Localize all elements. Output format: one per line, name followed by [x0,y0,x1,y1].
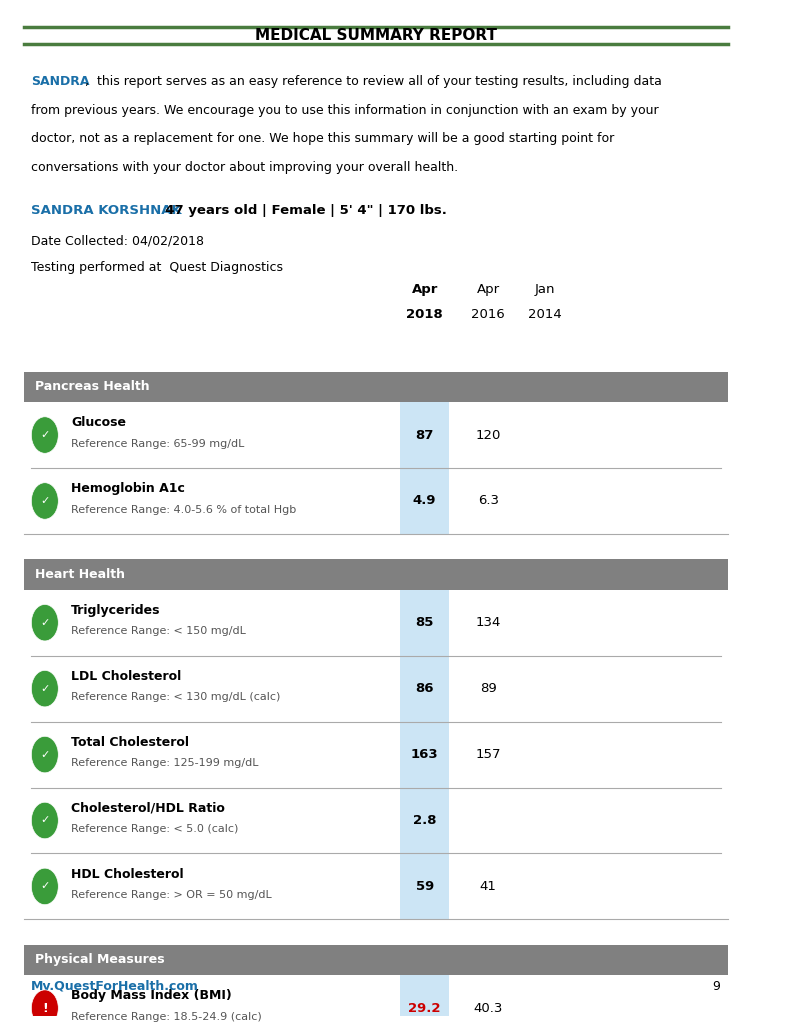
Circle shape [32,802,59,839]
Text: SANDRA KORSHNAK: SANDRA KORSHNAK [32,204,182,217]
Circle shape [32,417,59,454]
Text: 134: 134 [475,616,501,629]
Text: from previous years. We encourage you to use this information in conjunction wit: from previous years. We encourage you to… [32,103,659,117]
FancyBboxPatch shape [400,402,449,468]
Text: Reference Range: 4.0-5.6 % of total Hgb: Reference Range: 4.0-5.6 % of total Hgb [71,505,297,514]
Text: 59: 59 [415,880,433,893]
Text: ✓: ✓ [40,750,50,760]
Text: Apr: Apr [411,283,438,296]
Text: HDL Cholesterol: HDL Cholesterol [71,867,184,881]
Text: doctor, not as a replacement for one. We hope this summary will be a good starti: doctor, not as a replacement for one. We… [32,132,615,145]
Text: ✓: ✓ [40,617,50,628]
Text: ✓: ✓ [40,882,50,892]
Text: 157: 157 [475,749,501,761]
Text: Triglycerides: Triglycerides [71,604,161,616]
Text: 85: 85 [415,616,433,629]
Text: Reference Range: 18.5-24.9 (calc): Reference Range: 18.5-24.9 (calc) [71,1012,262,1022]
FancyBboxPatch shape [400,590,449,655]
Circle shape [32,736,59,773]
FancyBboxPatch shape [400,722,449,787]
Text: 47 years old | Female | 5' 4" | 170 lbs.: 47 years old | Female | 5' 4" | 170 lbs. [156,204,447,217]
Text: ✓: ✓ [40,496,50,506]
Text: My.QuestForHealth.com: My.QuestForHealth.com [32,980,199,993]
Text: ,  this report serves as an easy reference to review all of your testing results: , this report serves as an easy referenc… [85,76,662,88]
Text: 86: 86 [415,682,434,695]
Text: 40.3: 40.3 [474,1001,503,1015]
Text: 163: 163 [411,749,438,761]
Text: Jan: Jan [534,283,554,296]
Text: Reference Range: 125-199 mg/dL: Reference Range: 125-199 mg/dL [71,758,259,768]
Text: !: ! [42,1001,47,1015]
FancyBboxPatch shape [400,787,449,853]
Text: ✓: ✓ [40,430,50,440]
Text: Total Cholesterol: Total Cholesterol [71,736,189,749]
Text: Hemoglobin A1c: Hemoglobin A1c [71,482,185,496]
Text: Cholesterol/HDL Ratio: Cholesterol/HDL Ratio [71,802,225,815]
Text: Reference Range: < 130 mg/dL (calc): Reference Range: < 130 mg/dL (calc) [71,692,281,702]
Text: 2014: 2014 [528,308,562,321]
Text: 2016: 2016 [471,308,505,321]
FancyBboxPatch shape [24,372,728,402]
Text: Body Mass Index (BMI): Body Mass Index (BMI) [71,989,232,1002]
Text: 9: 9 [713,980,721,993]
Text: 2018: 2018 [407,308,443,321]
FancyBboxPatch shape [24,559,728,590]
Text: 29.2: 29.2 [408,1001,441,1015]
Circle shape [32,604,59,641]
Text: 4.9: 4.9 [413,495,437,508]
Text: 6.3: 6.3 [478,495,499,508]
Text: 2.8: 2.8 [413,814,437,827]
Text: Reference Range: < 150 mg/dL: Reference Range: < 150 mg/dL [71,627,246,636]
Circle shape [32,990,59,1024]
FancyBboxPatch shape [400,468,449,534]
Text: conversations with your doctor about improving your overall health.: conversations with your doctor about imp… [32,161,459,174]
Text: Physical Measures: Physical Measures [35,953,165,967]
Text: Apr: Apr [477,283,500,296]
Text: 89: 89 [480,682,497,695]
FancyBboxPatch shape [24,945,728,975]
Text: Reference Range: 65-99 mg/dL: Reference Range: 65-99 mg/dL [71,438,244,449]
Circle shape [32,482,59,519]
Text: Glucose: Glucose [71,417,126,429]
Text: 120: 120 [475,428,501,441]
Text: Testing performed at  Quest Diagnostics: Testing performed at Quest Diagnostics [32,261,283,274]
Text: ✓: ✓ [40,815,50,825]
FancyBboxPatch shape [400,655,449,722]
FancyBboxPatch shape [400,853,449,920]
Circle shape [32,671,59,707]
Text: Reference Range: < 5.0 (calc): Reference Range: < 5.0 (calc) [71,824,238,834]
Text: ✓: ✓ [40,684,50,693]
Text: MEDICAL SUMMARY REPORT: MEDICAL SUMMARY REPORT [255,28,497,43]
Text: Pancreas Health: Pancreas Health [35,380,149,393]
Text: LDL Cholesterol: LDL Cholesterol [71,670,181,683]
Text: SANDRA: SANDRA [32,76,90,88]
Circle shape [32,868,59,904]
Text: Date Collected: 04/02/2018: Date Collected: 04/02/2018 [32,234,204,248]
Text: 41: 41 [480,880,497,893]
Text: 87: 87 [415,428,433,441]
Text: Heart Health: Heart Health [35,568,125,581]
Text: Reference Range: > OR = 50 mg/dL: Reference Range: > OR = 50 mg/dL [71,890,272,900]
FancyBboxPatch shape [400,975,449,1024]
